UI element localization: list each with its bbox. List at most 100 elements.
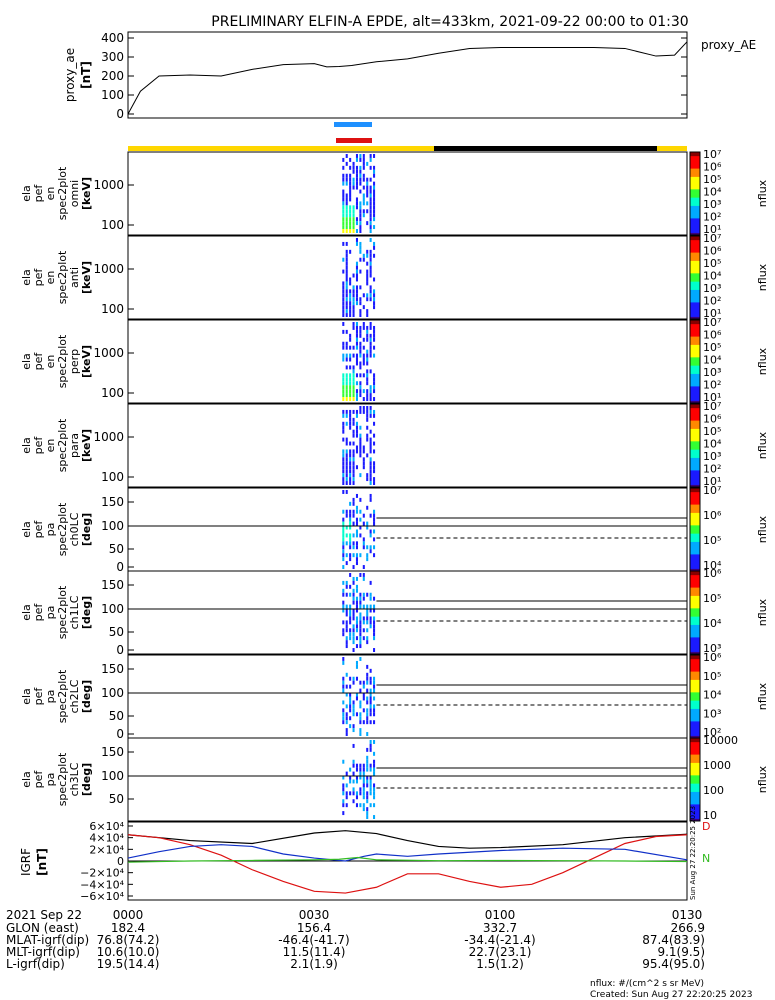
colorbar-cell <box>690 781 700 785</box>
spectrogram-pixel <box>355 517 358 522</box>
spectrogram-pixel <box>345 305 348 310</box>
spectrogram-pixel <box>359 257 362 262</box>
spectrogram-pixel <box>373 684 376 689</box>
spectrogram-pixel <box>366 473 369 478</box>
spectrogram-pixel <box>369 413 372 418</box>
spectrogram-pixel <box>355 357 358 362</box>
spectrogram-pixel <box>342 684 345 689</box>
spectrogram-pixel <box>352 313 355 317</box>
spectrogram-ylabel: [deg] <box>80 763 93 796</box>
colorbar-cell <box>690 562 700 566</box>
colorbar-cell <box>690 342 700 346</box>
colorbar-tick-label: 10⁵ <box>703 425 721 438</box>
spectrogram-pixel <box>355 345 358 350</box>
colorbar-tick-label: 10² <box>703 726 721 739</box>
spectrogram-pixel <box>349 157 352 162</box>
spectrogram-pixel <box>366 759 369 764</box>
spectrogram-pixel <box>349 309 352 314</box>
spectrogram-pixel <box>355 429 358 434</box>
spectrogram-pixel <box>349 381 352 386</box>
spectrogram-pixel <box>345 771 348 776</box>
spectrogram-pixel <box>366 612 369 617</box>
spectrogram-pixel <box>345 783 348 788</box>
spectrogram-ylabel: ela <box>20 521 33 538</box>
spectrogram-pixel <box>362 322 365 326</box>
spectrogram-pixel <box>369 469 372 474</box>
spectrogram-pixel <box>373 325 376 330</box>
colorbar-cell <box>690 573 700 576</box>
spectrogram-pixel <box>355 185 358 190</box>
spectrogram-pixel <box>349 449 352 454</box>
spectrogram-pixel <box>355 775 358 780</box>
colorbar-cell <box>690 537 700 541</box>
colorbar-tick-label: 10⁴ <box>703 270 722 283</box>
spectrogram-pixel <box>366 783 369 788</box>
spectrogram-pixel <box>345 345 348 350</box>
spectrogram-pixel <box>369 457 372 462</box>
colorbar-cell <box>690 539 700 543</box>
colorbar-cell <box>690 242 700 245</box>
spectrogram-pixel <box>369 349 372 354</box>
colorbar-tick-label: 10⁴ <box>703 617 722 630</box>
colorbar-cell <box>690 514 700 518</box>
spectrogram-pixel <box>349 636 352 641</box>
spectrogram-pixel <box>349 385 352 390</box>
spectrogram-pixel <box>342 775 345 780</box>
spectrogram-pixel <box>373 767 376 772</box>
colorbar-cell <box>690 746 700 749</box>
spectrogram-ylabel: [deg] <box>80 596 93 629</box>
spectrogram-pixel <box>366 261 369 266</box>
spectrogram-pixel <box>362 461 365 466</box>
spectrogram-pixel <box>369 676 372 681</box>
spectrogram-pixel <box>349 537 352 542</box>
colorbar-cell <box>690 363 700 367</box>
spectrogram-pixel <box>373 596 376 601</box>
spectrogram-pixel <box>359 225 362 230</box>
spectrogram-pixel <box>373 740 376 744</box>
spectrogram-pixel <box>345 525 348 530</box>
colorbar-cell <box>690 394 700 398</box>
orbit-row-value: -46.4(-41.7) <box>278 933 349 947</box>
spectrogram-pixel <box>349 616 352 621</box>
spectrogram-pixel <box>366 373 369 378</box>
colorbar-tick-label: 10⁷ <box>703 316 721 329</box>
colorbar-cell <box>690 443 700 446</box>
colorbar-cell <box>690 359 700 362</box>
spectrogram-pixel <box>352 477 355 482</box>
spectrogram-pixel <box>369 580 372 585</box>
colorbar-cell <box>690 191 700 194</box>
spectrogram-ylabel: [keV] <box>80 429 93 462</box>
colorbar-cell <box>690 310 700 314</box>
spectrogram-pixel <box>355 353 358 358</box>
spectrogram-pixel <box>366 811 369 816</box>
spectrogram-pixel <box>349 775 352 780</box>
colorbar-cell <box>690 494 700 497</box>
spectrogram-pixel <box>373 513 376 518</box>
spectrogram-pixel <box>349 397 352 401</box>
spectrogram-pixel <box>373 616 376 621</box>
colorbar-cell <box>690 484 700 488</box>
spectrogram-pixel <box>355 165 358 170</box>
spectrogram-pixel <box>369 157 372 162</box>
spectrogram-pixel <box>373 787 376 792</box>
spectrogram-pixel <box>349 620 352 625</box>
spectrogram-panel-ch2LC: ela pef pa spec2plot ch2LC [deg]15010050010⁶1… <box>20 651 769 741</box>
colorbar-cell <box>690 408 700 411</box>
colorbar-cell <box>690 523 700 526</box>
spectrogram-pixel <box>366 525 369 530</box>
spectrogram-pixel <box>366 325 369 330</box>
colorbar-cell <box>690 369 700 373</box>
colorbar-tick-label: 10³ <box>703 366 721 379</box>
sunlit-bar-right <box>657 146 687 151</box>
spectrogram-pixel <box>359 309 362 314</box>
spectrogram-pixel <box>345 273 348 278</box>
colorbar-cell <box>690 777 700 780</box>
spectrogram-pixel <box>345 604 348 609</box>
spectrogram-pixel <box>349 779 352 784</box>
colorbar-cell <box>690 373 700 377</box>
colorbar-cell <box>690 273 700 276</box>
spectrogram-pixel <box>352 389 355 394</box>
proxy-ae-legend: proxy_AE <box>701 38 756 52</box>
colorbar-cell <box>690 447 700 451</box>
spectrogram-pixel <box>342 557 345 562</box>
